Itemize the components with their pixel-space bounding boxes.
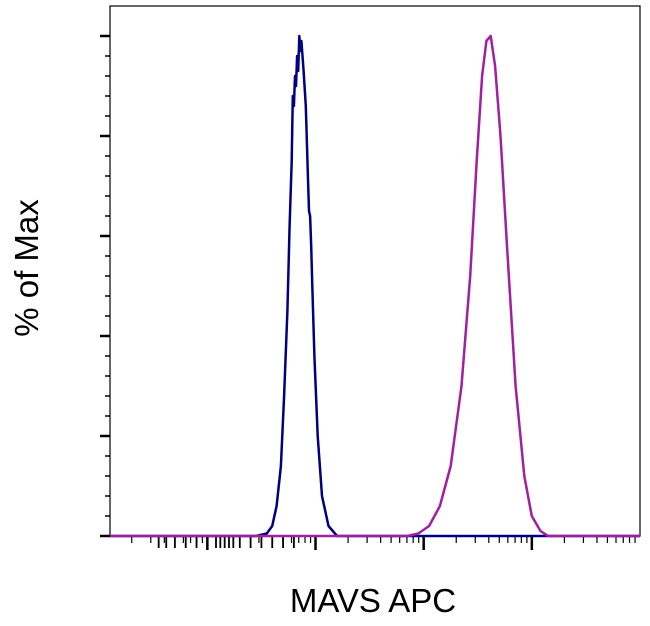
x-axis-title: MAVS APC (290, 582, 456, 619)
y-axis-title: % of Max (8, 199, 45, 337)
plot-area (100, 5, 641, 550)
series-line-1 (110, 34, 640, 538)
series-line-2 (110, 34, 640, 538)
plot-frame (109, 5, 641, 537)
